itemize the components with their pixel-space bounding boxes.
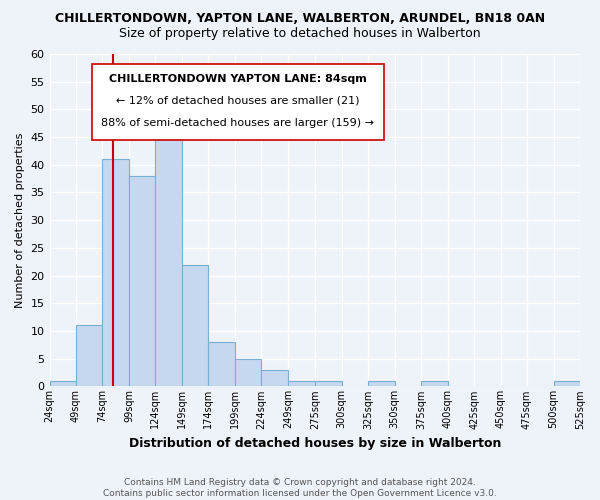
Bar [129, 176, 155, 386]
Y-axis label: Number of detached properties: Number of detached properties [15, 132, 25, 308]
Bar [554, 381, 580, 386]
Bar [421, 381, 448, 386]
FancyBboxPatch shape [92, 64, 384, 140]
Text: CHILLERTONDOWN, YAPTON LANE, WALBERTON, ARUNDEL, BN18 0AN: CHILLERTONDOWN, YAPTON LANE, WALBERTON, … [55, 12, 545, 26]
Bar [155, 126, 182, 386]
Text: 88% of semi-detached houses are larger (159) →: 88% of semi-detached houses are larger (… [101, 118, 374, 128]
Bar [262, 370, 288, 386]
Bar [235, 358, 262, 386]
X-axis label: Distribution of detached houses by size in Walberton: Distribution of detached houses by size … [128, 437, 501, 450]
Text: Contains HM Land Registry data © Crown copyright and database right 2024.
Contai: Contains HM Land Registry data © Crown c… [103, 478, 497, 498]
Bar [50, 381, 76, 386]
Bar [208, 342, 235, 386]
Bar [103, 160, 129, 386]
Bar [76, 326, 103, 386]
Bar [288, 381, 316, 386]
Text: CHILLERTONDOWN YAPTON LANE: 84sqm: CHILLERTONDOWN YAPTON LANE: 84sqm [109, 74, 367, 84]
Text: Size of property relative to detached houses in Walberton: Size of property relative to detached ho… [119, 28, 481, 40]
Bar [368, 381, 395, 386]
Text: ← 12% of detached houses are smaller (21): ← 12% of detached houses are smaller (21… [116, 96, 359, 106]
Bar [316, 381, 342, 386]
Bar [182, 264, 208, 386]
